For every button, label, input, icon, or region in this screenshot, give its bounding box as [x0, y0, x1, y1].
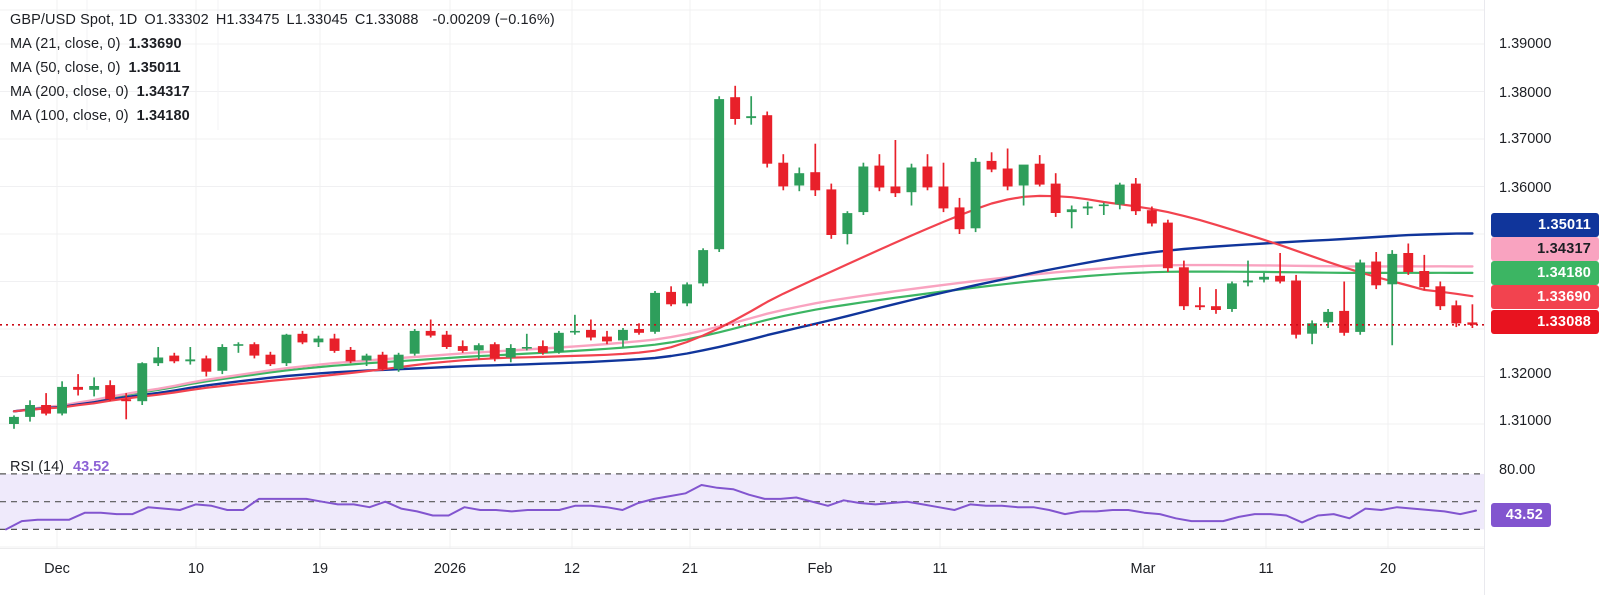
ma200-label: MA (200, close, 0) [10, 83, 129, 100]
date-tick-11: 11 [932, 561, 948, 577]
ma200-price-badge[interactable]: 1.34317 [1491, 237, 1599, 261]
date-tick-10: 10 [187, 561, 205, 577]
date-tick-11: 11 [1258, 561, 1274, 577]
date-tick-mar: Mar [1130, 561, 1156, 577]
price-chart-panel[interactable] [0, 0, 1484, 447]
legend-row-ma21[interactable]: MA (21, close, 0) 1.33690 [10, 32, 555, 56]
price-tick-139: 1.39000 [1499, 36, 1552, 52]
date-tick-feb: Feb [807, 561, 833, 577]
price-tick-132: 1.32000 [1499, 366, 1552, 382]
ma50-label: MA (50, close, 0) [10, 59, 121, 76]
close-value: 1.33088 [365, 11, 419, 28]
high-value: 1.33475 [226, 11, 280, 28]
rsi-value-badge[interactable]: 43.52 [1491, 503, 1551, 527]
change-value: -0.00209 (−0.16%) [432, 11, 555, 28]
chart-legend: GBP/USD Spot, 1D O 1.33302 H 1.33475 L 1… [10, 8, 555, 128]
rsi-chart-panel[interactable] [0, 447, 1484, 548]
date-tick-dec: Dec [44, 561, 70, 577]
ma100-price-badge[interactable]: 1.34180 [1491, 261, 1599, 285]
price-tick-137: 1.37000 [1499, 131, 1552, 147]
ma100-value: 1.34180 [136, 107, 190, 124]
rsi-legend[interactable]: RSI (14) 43.52 [10, 459, 109, 475]
price-tick-131: 1.31000 [1499, 413, 1552, 429]
ma21-price-badge[interactable]: 1.33690 [1491, 285, 1599, 309]
date-tick-19: 19 [311, 561, 329, 577]
ma100-label: MA (100, close, 0) [10, 107, 129, 124]
date-axis[interactable]: Dec 10 19 2026 12 21 Feb 11 Mar 11 20 [0, 548, 1484, 596]
legend-row-ma100[interactable]: MA (100, close, 0) 1.34180 [10, 104, 555, 128]
price-axis[interactable]: 1.39000 1.38000 1.37000 1.36000 1.32000 … [1484, 0, 1605, 595]
price-tick-138: 1.38000 [1499, 85, 1552, 101]
date-tick-21: 21 [681, 561, 699, 577]
rsi-label: RSI (14) [10, 459, 64, 475]
legend-row-ohlc[interactable]: GBP/USD Spot, 1D O 1.33302 H 1.33475 L 1… [10, 8, 555, 32]
low-value: 1.33045 [294, 11, 348, 28]
ma200-value: 1.34317 [136, 83, 190, 100]
open-label: O [144, 11, 156, 28]
ma50-price-badge[interactable]: 1.35011 [1491, 213, 1599, 237]
date-tick-20: 20 [1379, 561, 1397, 577]
price-tick-136: 1.36000 [1499, 180, 1552, 196]
rsi-value: 43.52 [73, 459, 110, 475]
open-value: 1.33302 [155, 11, 209, 28]
legend-row-ma50[interactable]: MA (50, close, 0) 1.35011 [10, 56, 555, 80]
close-label: C [354, 11, 366, 28]
date-tick-12: 12 [563, 561, 581, 577]
symbol-label: GBP/USD Spot, 1D [10, 11, 138, 28]
low-label: L [286, 11, 295, 28]
high-label: H [215, 11, 227, 28]
rsi-tick-80: 80.00 [1499, 462, 1536, 478]
ma21-value: 1.33690 [128, 35, 182, 52]
ma21-label: MA (21, close, 0) [10, 35, 121, 52]
ma50-value: 1.35011 [128, 59, 181, 76]
legend-row-ma200[interactable]: MA (200, close, 0) 1.34317 [10, 80, 555, 104]
date-tick-2026: 2026 [433, 561, 467, 577]
last-price-badge[interactable]: 1.33088 [1491, 310, 1599, 334]
